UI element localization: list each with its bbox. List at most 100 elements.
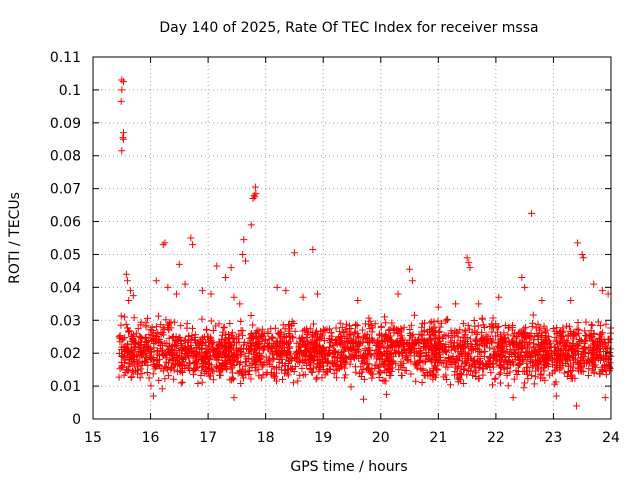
data-point — [262, 370, 270, 378]
data-point — [454, 329, 462, 337]
data-point — [249, 195, 257, 203]
data-point — [552, 392, 560, 400]
data-point — [216, 371, 224, 379]
data-point — [289, 334, 297, 342]
data-point — [159, 324, 167, 332]
data-point — [321, 347, 329, 355]
data-point — [355, 334, 363, 342]
data-point — [524, 340, 532, 348]
data-point — [140, 344, 148, 352]
data-point — [466, 335, 474, 343]
data-point — [542, 332, 550, 340]
data-point — [296, 371, 304, 379]
data-point — [361, 357, 369, 365]
data-point — [316, 343, 324, 351]
data-point — [352, 368, 360, 376]
data-point — [264, 328, 272, 336]
data-point — [352, 320, 360, 328]
data-point — [524, 363, 532, 371]
data-point — [221, 273, 229, 281]
data-point — [380, 367, 388, 375]
data-point — [575, 350, 583, 358]
data-point — [315, 335, 323, 343]
data-point — [466, 362, 474, 370]
data-point — [499, 349, 507, 357]
data-point — [133, 370, 141, 378]
y-tick-label: 0 — [72, 412, 81, 428]
data-point — [118, 76, 126, 84]
data-point — [315, 368, 323, 376]
data-point — [204, 369, 212, 377]
data-point — [220, 324, 228, 332]
data-point — [519, 338, 527, 346]
data-point — [255, 372, 263, 380]
x-tick-label: 23 — [545, 430, 563, 446]
data-point — [530, 343, 538, 351]
data-point — [323, 326, 331, 334]
data-point — [271, 372, 279, 380]
data-point — [270, 340, 278, 348]
data-point — [495, 370, 503, 378]
data-point — [166, 356, 174, 364]
data-point — [381, 313, 389, 321]
data-point — [453, 339, 461, 347]
data-point — [266, 355, 274, 363]
data-point — [117, 321, 125, 329]
data-point — [464, 339, 472, 347]
data-point — [329, 359, 337, 367]
data-point — [226, 344, 234, 352]
data-point — [322, 355, 330, 363]
data-point — [332, 347, 340, 355]
data-point — [254, 341, 262, 349]
data-point — [588, 321, 596, 329]
x-tick-label: 16 — [142, 430, 160, 446]
data-point — [457, 370, 465, 378]
data-point — [581, 344, 589, 352]
data-point — [126, 360, 134, 368]
data-point — [290, 249, 298, 257]
data-point — [269, 350, 277, 358]
data-point — [285, 333, 293, 341]
data-point — [474, 345, 482, 353]
data-point — [519, 328, 527, 336]
data-point — [286, 325, 294, 333]
data-point — [305, 355, 313, 363]
data-point — [130, 314, 138, 322]
data-point — [129, 334, 137, 342]
data-point — [144, 345, 152, 353]
data-point — [455, 374, 463, 382]
data-point — [434, 359, 442, 367]
data-point — [584, 372, 592, 380]
data-point — [177, 337, 185, 345]
data-point — [312, 375, 320, 383]
data-point — [551, 380, 559, 388]
data-point — [124, 347, 132, 355]
data-point — [183, 320, 191, 328]
data-point — [136, 374, 144, 382]
data-point — [473, 330, 481, 338]
data-point — [407, 331, 415, 339]
data-point — [446, 381, 454, 389]
data-point — [247, 342, 255, 350]
data-point — [330, 369, 338, 377]
data-point — [461, 359, 469, 367]
data-point — [562, 353, 570, 361]
data-point — [521, 283, 529, 291]
data-point — [553, 330, 561, 338]
data-point — [589, 358, 597, 366]
data-point — [165, 372, 173, 380]
data-point — [500, 363, 508, 371]
data-point — [212, 350, 220, 358]
data-point — [188, 332, 196, 340]
data-point — [471, 363, 479, 371]
data-point — [551, 352, 559, 360]
data-point — [251, 183, 259, 191]
data-point — [227, 365, 235, 373]
data-point — [529, 340, 537, 348]
data-point — [587, 321, 595, 329]
data-point — [246, 361, 254, 369]
data-point — [486, 344, 494, 352]
data-point — [341, 333, 349, 341]
data-point — [560, 369, 568, 377]
